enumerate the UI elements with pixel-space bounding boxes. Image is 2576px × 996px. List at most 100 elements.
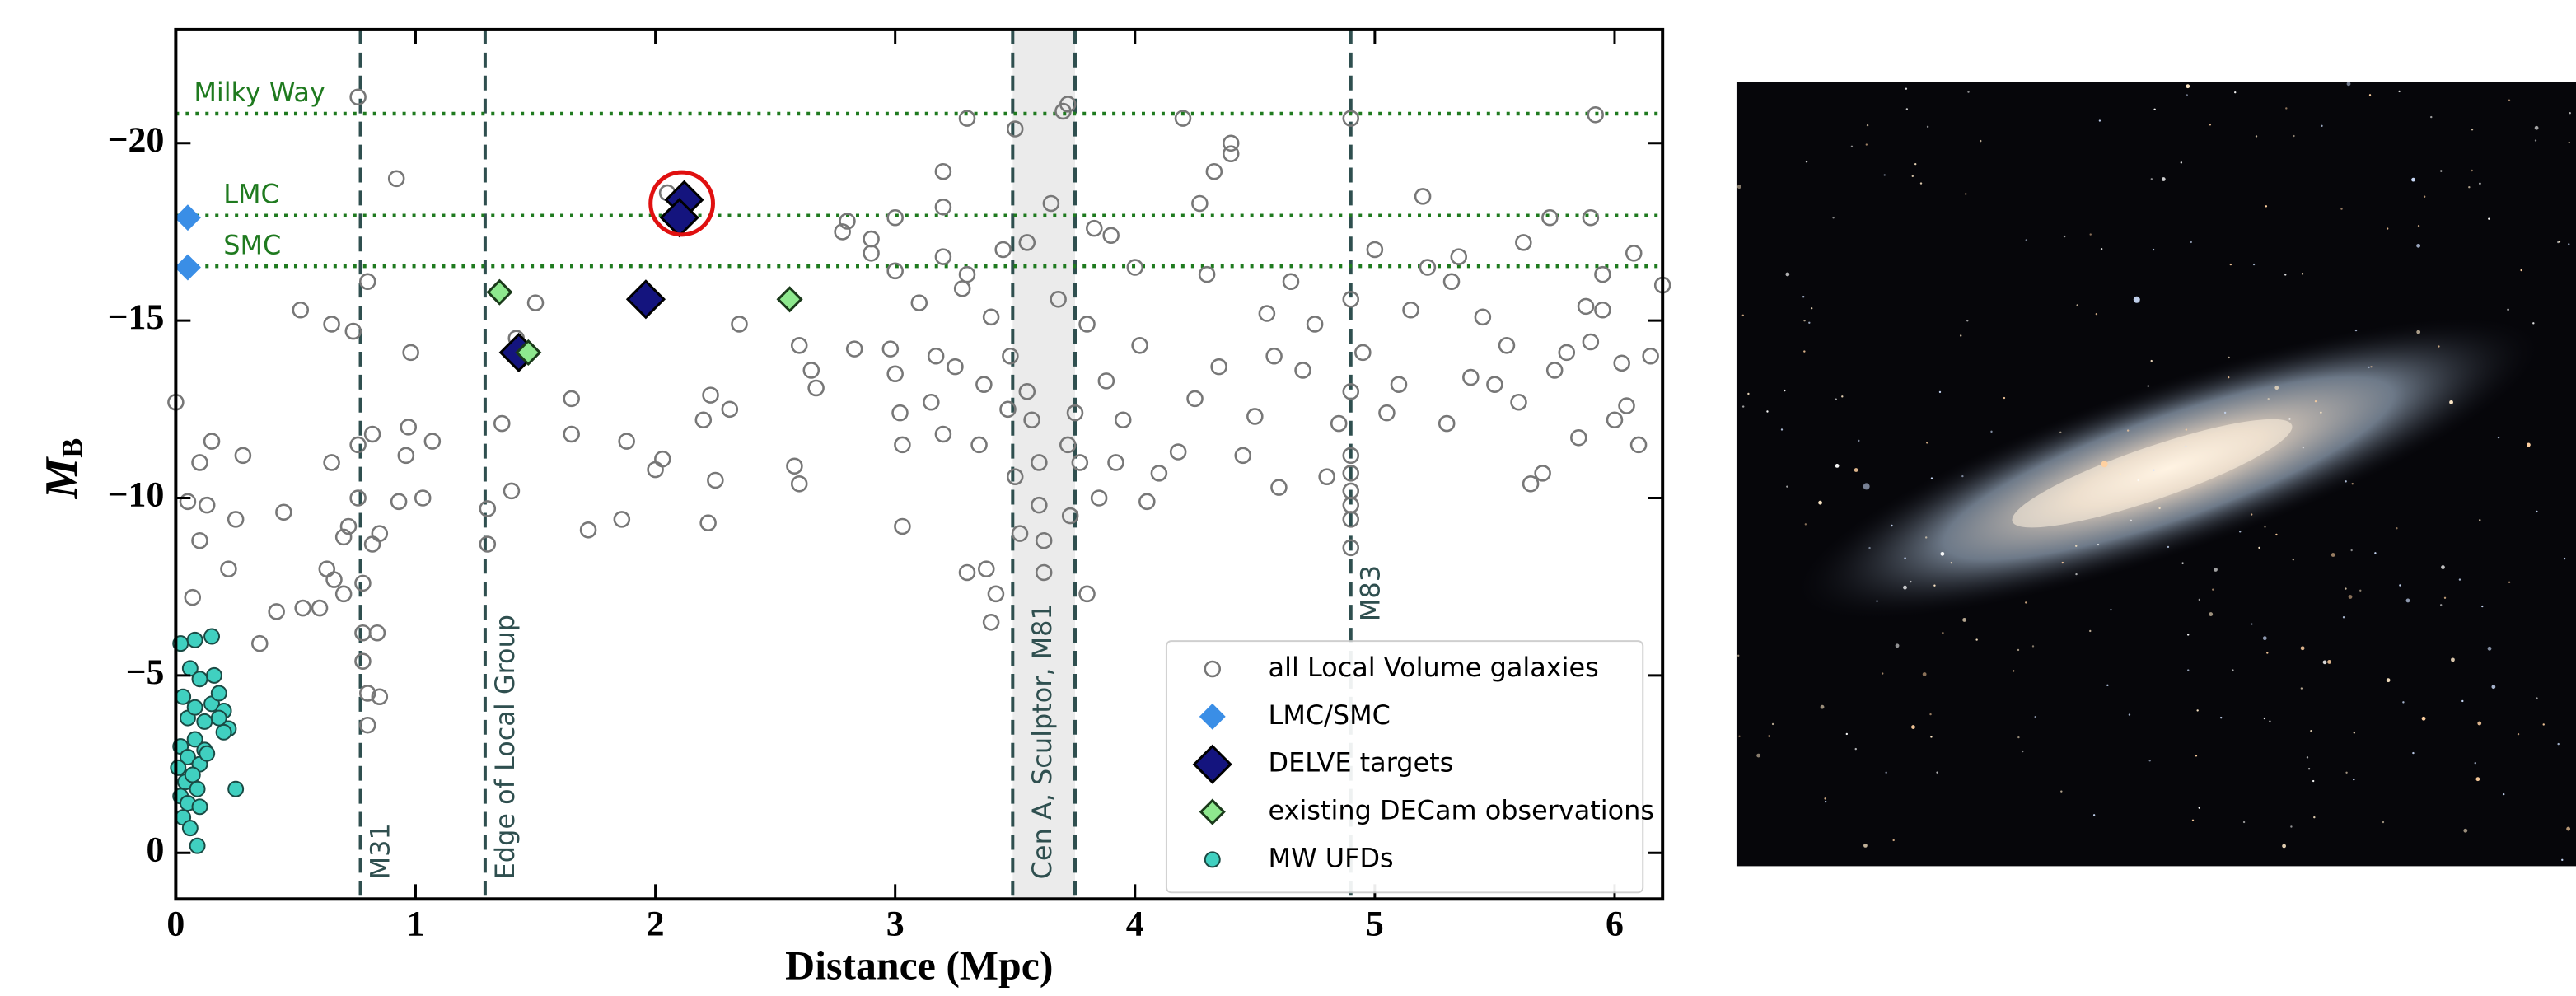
star xyxy=(2322,660,2327,665)
star xyxy=(2354,329,2358,332)
star xyxy=(2300,687,2303,690)
star xyxy=(2370,366,2373,368)
star xyxy=(2095,312,2098,316)
vline-label: Edge of Local Group xyxy=(489,615,521,879)
legend-label: all Local Volume galaxies xyxy=(1269,652,1599,683)
open-circle-marker xyxy=(363,425,381,443)
open-circle-marker xyxy=(414,489,432,507)
open-circle-marker xyxy=(886,208,904,227)
star xyxy=(1883,174,1886,176)
star xyxy=(2463,828,2468,833)
star xyxy=(1741,405,1745,408)
star xyxy=(2479,519,2481,521)
star xyxy=(2133,296,2140,303)
star xyxy=(2288,418,2291,420)
open-circle-marker xyxy=(1198,265,1216,283)
open-circle-marker xyxy=(1150,465,1168,482)
open-circle-marker xyxy=(786,457,803,475)
open-circle-marker xyxy=(1114,411,1132,429)
open-circle-marker xyxy=(807,379,825,397)
star xyxy=(2284,274,2287,276)
star xyxy=(1919,182,1923,185)
open-circle-marker xyxy=(1222,134,1240,152)
star xyxy=(2282,844,2286,849)
open-circle-marker xyxy=(1342,511,1360,528)
open-circle-marker xyxy=(1642,347,1659,365)
shaded-band xyxy=(1012,29,1076,900)
star xyxy=(1926,125,1929,129)
star xyxy=(2340,208,2343,210)
star xyxy=(2290,825,2293,828)
x-tick-label: 5 xyxy=(1366,904,1384,943)
star xyxy=(2359,589,2362,592)
star xyxy=(2491,685,2496,690)
open-circle-marker xyxy=(349,88,367,106)
open-circle-marker xyxy=(1541,208,1559,227)
galaxy-photo xyxy=(1736,82,2576,867)
open-circle-marker xyxy=(1342,447,1360,465)
star xyxy=(2239,531,2242,533)
star xyxy=(1936,771,1938,774)
y-tick-label: 0 xyxy=(146,830,164,869)
open-circle-marker xyxy=(894,517,911,535)
open-circle-marker xyxy=(647,461,664,479)
open-circle-marker xyxy=(834,223,851,241)
star xyxy=(2421,716,2426,721)
open-circle-marker xyxy=(318,560,336,577)
star xyxy=(2416,330,2421,334)
star xyxy=(2382,821,2385,824)
star xyxy=(1911,175,1914,178)
star xyxy=(2558,241,2561,243)
open-circle-marker xyxy=(1006,120,1024,138)
open-circle-marker xyxy=(702,386,719,404)
open-circle-marker xyxy=(1205,162,1223,180)
open-circle-marker xyxy=(1545,362,1564,379)
open-circle-marker xyxy=(198,496,216,514)
star xyxy=(2266,652,2269,654)
star xyxy=(1950,561,1953,564)
star xyxy=(2536,510,2538,513)
star xyxy=(1903,585,1907,590)
open-circle-marker xyxy=(1522,475,1540,493)
open-circle-marker xyxy=(479,500,497,517)
star xyxy=(2167,545,2170,549)
star xyxy=(2106,684,2109,687)
open-circle-marker xyxy=(191,454,208,471)
star xyxy=(2195,755,2198,757)
open-circle-marker xyxy=(227,511,245,528)
star xyxy=(2060,790,2063,793)
open-circle-marker xyxy=(275,503,292,521)
star xyxy=(2345,587,2347,590)
y-tick-label: −20 xyxy=(108,120,165,160)
x-tick-label: 4 xyxy=(1126,904,1144,943)
star xyxy=(1863,483,1870,490)
open-circle-marker xyxy=(1018,234,1036,251)
star xyxy=(2013,670,2015,672)
star xyxy=(2017,648,2020,652)
star xyxy=(1832,217,1835,219)
star xyxy=(2251,623,2253,625)
star xyxy=(2250,513,2253,516)
open-circle-marker xyxy=(371,688,389,706)
star xyxy=(2440,170,2443,172)
open-circle-marker xyxy=(845,340,863,358)
star xyxy=(2313,816,2316,819)
star xyxy=(2300,646,2305,651)
open-circle-marker xyxy=(1031,496,1048,514)
star xyxy=(1841,395,1844,398)
open-circle-marker xyxy=(978,560,995,577)
open-circle-marker xyxy=(1378,404,1396,422)
open-circle-marker xyxy=(1594,301,1611,319)
open-circle-marker xyxy=(1414,188,1432,205)
star xyxy=(2181,562,2184,564)
star xyxy=(2152,248,2155,251)
star xyxy=(1938,390,1942,394)
open-circle-marker xyxy=(268,603,285,620)
diamond-marker xyxy=(174,204,201,231)
open-circle-marker xyxy=(982,614,1000,631)
star xyxy=(2386,678,2391,683)
y-axis-title: MB xyxy=(36,438,89,500)
open-circle-marker xyxy=(354,624,372,642)
circle-marker xyxy=(210,685,227,702)
